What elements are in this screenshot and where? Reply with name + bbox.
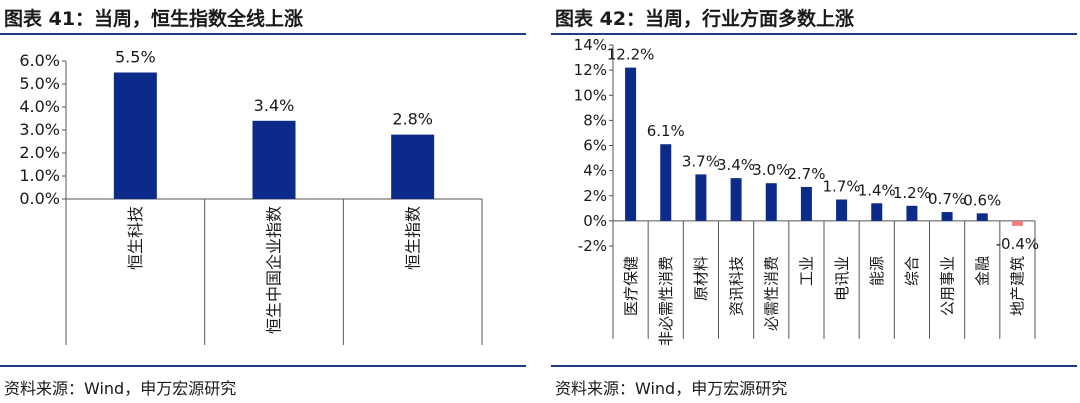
- bar: [800, 186, 812, 221]
- category-label: 综合: [903, 256, 921, 286]
- data-label: -0.4%: [996, 235, 1040, 253]
- y-tick-label: 2%: [583, 187, 607, 205]
- data-label: 3.0%: [752, 161, 790, 179]
- data-label: 2.7%: [787, 165, 825, 183]
- data-label: 0.7%: [928, 190, 966, 208]
- source-divider: [551, 365, 1077, 367]
- bar: [906, 205, 918, 221]
- bar: [695, 174, 707, 221]
- bar: [252, 120, 296, 199]
- bar: [660, 144, 672, 221]
- category-label: 恒生中国企业指数: [265, 206, 284, 334]
- data-label: 1.7%: [823, 178, 861, 196]
- title-divider: [551, 33, 1077, 35]
- y-tick-label: 4%: [583, 162, 607, 180]
- y-tick-label: 8%: [583, 111, 607, 129]
- y-tick-label: 0%: [583, 212, 607, 230]
- bar: [391, 134, 435, 199]
- y-tick-label: 14%: [574, 36, 607, 54]
- y-tick-label: 10%: [574, 86, 607, 104]
- title-divider: [0, 33, 526, 35]
- category-label: 资讯科技: [727, 256, 745, 316]
- data-label: 5.5%: [115, 48, 156, 67]
- bar: [941, 212, 953, 221]
- category-label: 非必需性消费: [657, 256, 675, 346]
- data-label: 6.1%: [647, 122, 685, 140]
- y-tick-label: 6%: [583, 137, 607, 155]
- y-tick-label: 6.0%: [19, 51, 60, 70]
- data-label: 2.8%: [392, 110, 433, 129]
- category-label: 能源: [868, 256, 886, 286]
- data-label: 3.7%: [682, 152, 720, 170]
- bar: [730, 178, 742, 221]
- bar: [976, 213, 988, 221]
- y-tick-label: 0.0%: [19, 189, 60, 208]
- category-label: 恒生指数: [403, 206, 422, 270]
- category-label: 电讯业: [833, 256, 851, 301]
- y-tick-label: -2%: [578, 237, 607, 255]
- source-note: 资料来源：Wind，申万宏源研究: [4, 379, 237, 398]
- category-label: 工业: [798, 256, 816, 286]
- chart-title: 图表 41：当周，恒生指数全线上涨: [4, 8, 304, 30]
- y-tick-label: 5.0%: [19, 74, 60, 93]
- bar: [871, 203, 883, 221]
- data-label: 3.4%: [254, 96, 295, 115]
- data-label: 0.6%: [963, 191, 1001, 209]
- index-bar-chart: 0.0% 1.0% 2.0% 3.0% 4.0% 5.0% 6.0% 5.5% 恒生科技 3.4%…: [19, 48, 483, 345]
- y-tick-label: 12%: [574, 61, 607, 79]
- data-label: 3.4%: [717, 156, 755, 174]
- source-divider: [0, 365, 526, 367]
- chart-panel-sectors: 图表 42：当周，行业方面多数上涨 -2% 0% 2% 4% 6% 8% 10% 12% 14%…: [551, 0, 1077, 403]
- bar: [1011, 220, 1023, 226]
- bar: [836, 199, 848, 221]
- category-label: 金融: [974, 256, 992, 286]
- bar: [625, 67, 637, 221]
- category-label: 地产建筑: [1009, 256, 1027, 316]
- chart-panel-hsi: 图表 41：当周，恒生指数全线上涨 0.0% 1.0% 2.0% 3.0% 4.0% 5.…: [0, 0, 526, 403]
- category-label: 恒生科技: [126, 206, 145, 270]
- category-label: 原材料: [692, 256, 710, 301]
- data-label: 1.2%: [893, 184, 931, 202]
- category-label: 公用事业: [938, 256, 956, 316]
- y-tick-label: 4.0%: [19, 97, 60, 116]
- y-tick-label: 3.0%: [19, 120, 60, 139]
- category-label: 医疗保健: [622, 256, 640, 316]
- y-tick-label: 2.0%: [19, 143, 60, 162]
- category-label: 必需性消费: [763, 256, 781, 331]
- y-tick-label: 1.0%: [19, 166, 60, 185]
- chart-title: 图表 42：当周，行业方面多数上涨: [555, 8, 855, 30]
- bar: [113, 72, 157, 199]
- data-label: 12.2%: [607, 46, 655, 64]
- data-label: 1.4%: [858, 181, 896, 199]
- bar: [765, 183, 777, 221]
- sector-bar-chart: -2% 0% 2% 4% 6% 8% 10% 12% 14%12.2% 医疗保健 6.1% 非必需性消…: [574, 36, 1040, 346]
- source-note: 资料来源：Wind，申万宏源研究: [555, 379, 788, 398]
